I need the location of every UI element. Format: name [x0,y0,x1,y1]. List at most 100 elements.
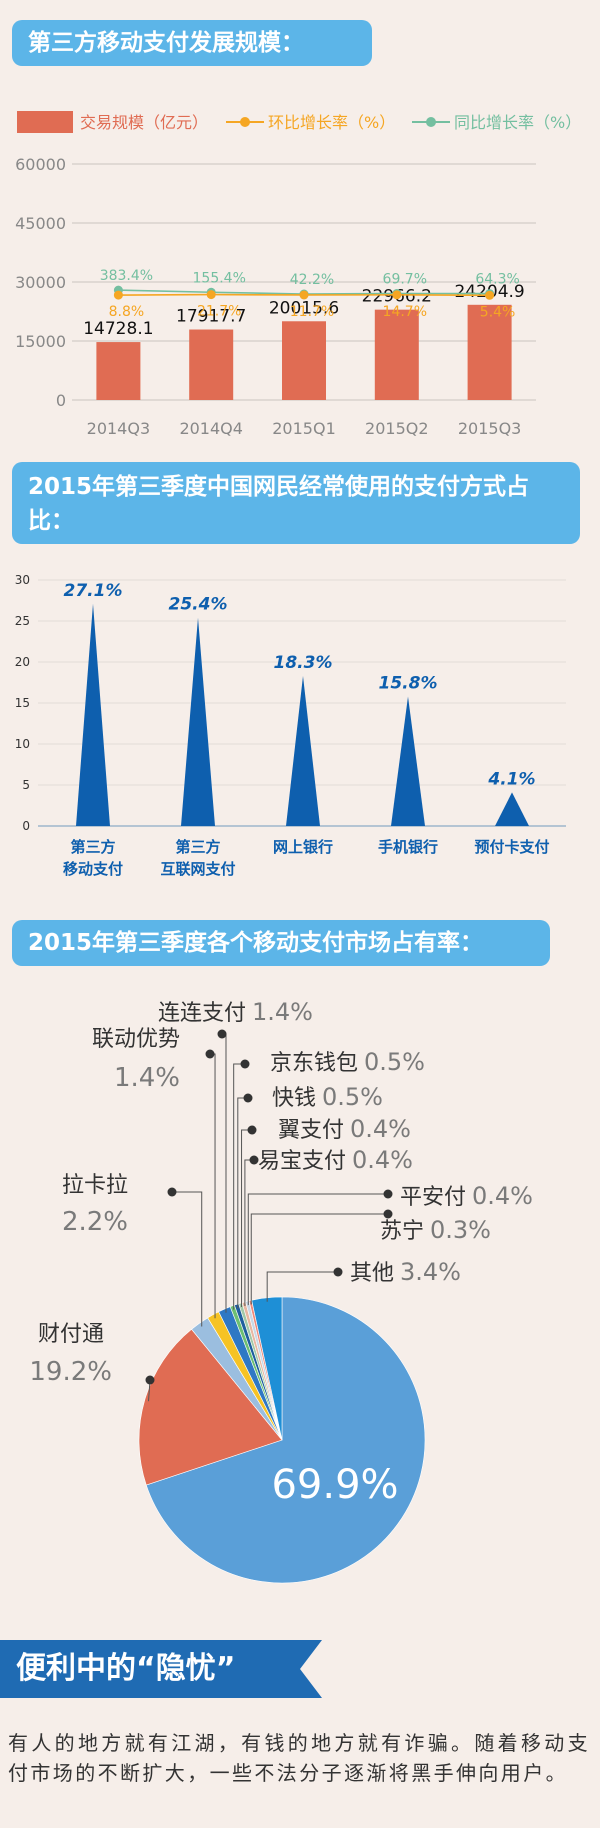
qoq-point [299,290,309,300]
legend-marker-yoy [426,117,436,127]
legend-label-qoq: 环比增长率（%） [268,113,395,132]
bar-2015Q2 [374,309,419,400]
spike-bar [495,792,529,826]
qoq-point [113,290,123,300]
callout-line [222,1033,227,1313]
x-tick-label: 2015Q2 [365,419,429,438]
section-1-title: 第三方移动支付发展规模： [12,20,372,66]
qoq-label: 5.4% [480,304,516,320]
callout-dot [240,1059,250,1069]
qoq-label: 8.8% [109,304,145,320]
y-tick-label: 25 [15,614,30,628]
pie-slice-0 [145,1296,426,1584]
callout-name: 翼支付 [278,1118,344,1143]
article-heading: 便利中的“隐忧” [16,1651,236,1686]
y-tick-label: 15 [15,696,30,710]
legend-swatch-bar [17,111,73,133]
section-ribbon [0,1640,322,1698]
qoq-label: 11.7% [290,304,334,320]
callout-dot [243,1093,253,1103]
payment-scale-chart: 交易规模（亿元） 环比增长率（%） 同比增长率（%） 0 15000 30000 45000… [15,111,581,438]
callout-dot [247,1125,257,1135]
bar-2014Q4 [189,329,234,400]
x-category-label: 互联网支付 [160,860,235,878]
callout-name: 连连支付 [158,1001,246,1026]
y-tick-label: 0 [56,391,66,410]
callout-value: 1.4% [252,998,313,1026]
pie-slice-1 [138,1328,283,1486]
callout-line [247,1193,388,1306]
y-tick-label: 45000 [15,214,66,233]
callout-value: 2.2% [62,1207,128,1237]
y-tick-label: 30000 [15,273,66,292]
spike-bar [391,696,425,826]
x-tick-label: 2015Q1 [272,419,336,438]
bar-value-label: 20015.6 [269,298,339,318]
callout-value: 0.4% [350,1115,411,1143]
legend-label-bar: 交易规模（亿元） [80,113,208,132]
yoy-label: 64.3% [475,272,519,288]
callout-name: 拉卡拉 [62,1173,128,1198]
callout-line [244,1159,254,1307]
yoy-label: 155.4% [193,270,246,286]
y-tick-label: 60000 [15,155,66,174]
callout-value: 0.5% [364,1048,425,1076]
callout-value: 19.2% [29,1357,112,1387]
callout-dot [383,1209,393,1219]
legend-marker-qoq [240,117,250,127]
x-category-label: 第三方 [70,838,115,856]
pie-main-value-label: 69.9% [271,1462,398,1508]
article-paragraph: 有人的地方就有江湖，有钱的地方就有诈骗。随着移动支付市场的不断扩大，一些不法分子… [8,1731,590,1785]
callout-dot [145,1375,155,1385]
yoy-label: 42.2% [290,272,334,288]
callout-line [250,1213,388,1305]
section-2-title: 2015年第三季度中国网民经常使用的支付方式占比： [12,462,580,544]
callout-name: 苏宁 [380,1219,424,1244]
spike-value-label: 4.1% [487,769,535,789]
callout-line [233,1063,245,1310]
x-tick-label: 2015Q3 [458,419,522,438]
callout-line [172,1191,203,1327]
y-tick-label: 10 [15,737,30,751]
bar-2014Q3 [96,342,141,400]
callout-name: 其他 [350,1261,394,1286]
callout-value: 0.4% [472,1182,533,1210]
yoy-label: 383.4% [100,268,153,284]
spike-value-label: 27.1% [64,581,123,601]
callout-dot [205,1049,215,1059]
qoq-label: 21.7% [197,304,241,320]
spike-bar [181,617,215,826]
y-tick-label: 20 [15,655,30,669]
x-category-label: 网上银行 [273,838,333,856]
callout-name: 快钱 [272,1086,316,1111]
y-tick-label: 0 [22,819,30,833]
x-category-label: 预付卡支付 [474,838,549,856]
x-category-label: 手机银行 [378,838,438,856]
x-category-label: 移动支付 [63,860,123,878]
qoq-label: 14.7% [383,304,427,320]
y-tick-label: 5 [22,778,30,792]
callout-dot [249,1155,259,1165]
x-tick-label: 2014Q3 [87,419,151,438]
callout-line [266,1271,338,1302]
callout-value: 0.4% [352,1146,413,1174]
section-3-title: 2015年第三季度各个移动支付市场占有率： [12,920,550,966]
bar-value-label: 17917.7 [176,307,246,327]
callout-dot [217,1029,227,1039]
callout-dot [383,1189,393,1199]
callout-line [210,1053,216,1319]
spike-value-label: 18.3% [274,653,333,673]
spike-value-label: 15.8% [379,673,438,693]
callout-value: 0.5% [322,1083,383,1111]
callout-dot [167,1187,177,1197]
bar-2015Q1 [282,321,326,400]
callout-value: 3.4% [400,1258,461,1286]
callout-value: 0.3% [430,1216,491,1244]
spike-bar [286,675,320,826]
callout-name: 平安付 [400,1185,466,1210]
chart1-legend: 交易规模（亿元） 环比增长率（%） 同比增长率（%） [17,111,581,133]
callout-value: 1.4% [114,1063,180,1093]
bar-2015Q3 [467,304,512,400]
